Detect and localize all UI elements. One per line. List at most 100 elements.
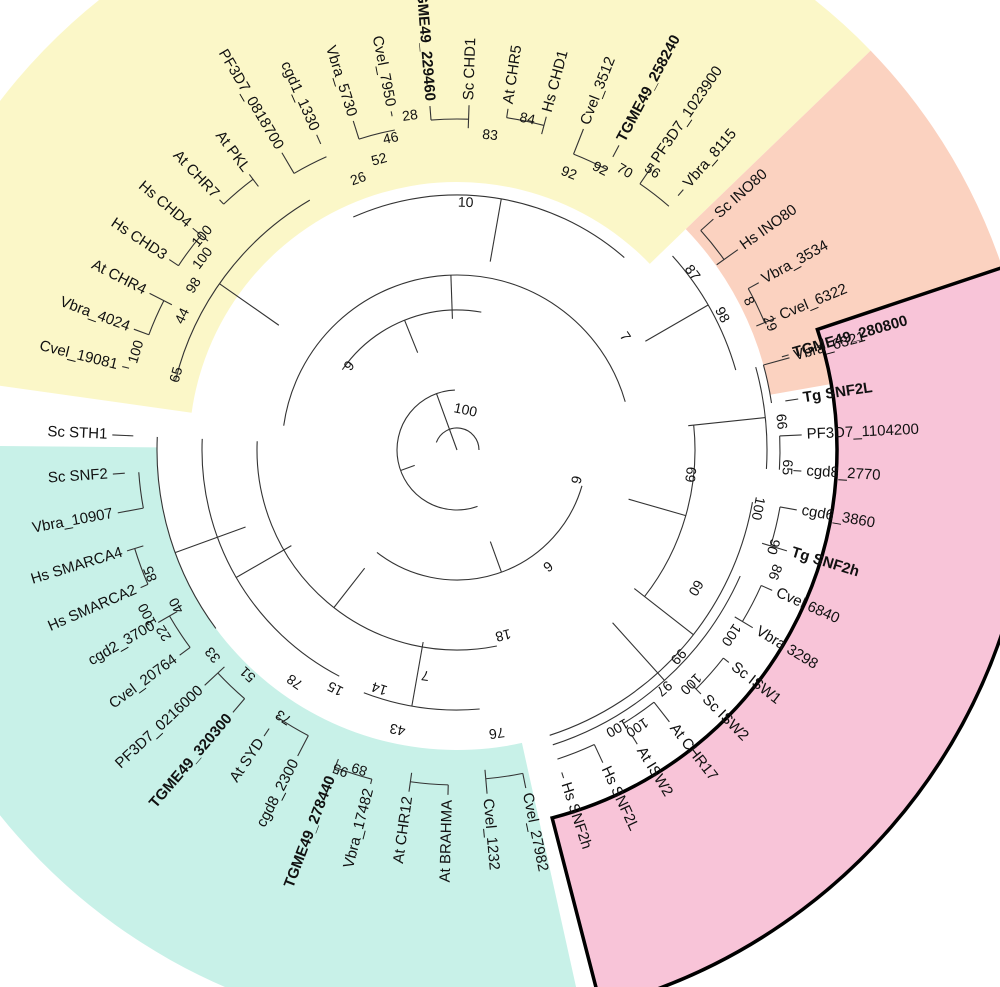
node-stem-0 (688, 417, 766, 427)
bootstrap-value-49: 100 (677, 670, 705, 698)
leaf-branch (677, 189, 684, 197)
bootstrap-value-36: 28 (401, 106, 419, 124)
node-arc-4 (283, 274, 626, 426)
leaf-branch (179, 647, 191, 656)
bootstrap-value-0: 100 (452, 399, 478, 420)
bootstrap-value-51: 22 (152, 622, 174, 644)
node-stem-12 (235, 545, 292, 578)
node-stem-3 (333, 567, 366, 608)
leaf-label-16: At BRAHMA (437, 800, 456, 883)
node-stem-2 (628, 498, 686, 517)
leaf-branch (297, 735, 309, 757)
leaf-branch (192, 227, 209, 242)
node-arc-8 (175, 199, 311, 380)
tip-arc-52 (747, 288, 766, 323)
leaf-branch (522, 773, 527, 789)
tip-arc-32 (148, 300, 165, 335)
leaf-branch (316, 134, 322, 145)
bootstrap-value-19: 100 (749, 496, 769, 522)
tip-arc-6 (741, 585, 762, 622)
leaf-label-2: PF3D7_1104200 (806, 421, 919, 443)
tip-arc-38 (293, 156, 327, 174)
bootstrap-value-12: 76 (488, 725, 506, 743)
leaf-branch (112, 472, 125, 475)
tip-arc-20 (276, 716, 309, 737)
bootstrap-value-14: 65 (166, 365, 186, 384)
leaf-branch (204, 666, 225, 686)
node-stem-11 (411, 641, 424, 707)
bootstrap-value-50: 100 (603, 715, 631, 741)
leaf-label-30: Sc STH1 (47, 423, 108, 443)
tip-arc-2 (778, 435, 781, 470)
node-stem-8 (219, 283, 280, 326)
leaf-branch (631, 734, 638, 745)
leaf-label-29: Sc SNF2 (47, 465, 108, 486)
bootstrap-value-39: 92 (590, 158, 611, 179)
node-stem-13 (612, 622, 665, 681)
bootstrap-value-45: 65 (779, 459, 796, 476)
leaf-branch (541, 116, 547, 135)
node-stem-10 (404, 319, 419, 353)
leaf-branch (232, 698, 246, 713)
node-stem-5 (489, 541, 502, 573)
tip-arc-24 (169, 615, 191, 648)
leaf-branch (763, 357, 790, 366)
tip-arc-4 (770, 506, 781, 547)
node-arc-13 (552, 575, 741, 746)
tree-branches (112, 105, 802, 795)
tip-arc-34 (178, 234, 202, 266)
tip-arc-42 (430, 118, 469, 121)
leaf-branch (779, 506, 797, 511)
node-arc-14 (156, 436, 217, 629)
leaf-branch (332, 758, 339, 773)
bootstrap-value-5: 18 (494, 626, 513, 645)
leaf-branch (263, 728, 270, 737)
leaf-branch (117, 507, 144, 514)
leaf-branch (219, 199, 225, 205)
tip-arc-22 (217, 672, 245, 700)
root-arc (435, 427, 480, 451)
bootstrap-value-35: 46 (381, 128, 400, 147)
leaf-branch (390, 111, 393, 117)
bootstrap-value-17: 87 (682, 261, 704, 283)
bootstrap-value-40: 70 (614, 159, 636, 181)
root-stem (435, 393, 458, 451)
leaf-branch (639, 165, 653, 185)
bootstrap-value-43: 29 (760, 313, 781, 334)
bootstrap-value-27: 40 (165, 595, 187, 617)
leaf-branch (370, 779, 373, 785)
bootstrap-value-38: 84 (518, 109, 537, 128)
bootstrap-value-10: 14 (369, 679, 389, 699)
leaf-branch (612, 145, 620, 158)
bootstrap-value-20: 99 (668, 646, 690, 668)
bootstrap-value-13: 15 (324, 678, 345, 699)
bootstrap-value-28: 85 (139, 564, 160, 585)
sector-iswi (550, 266, 1000, 987)
leaf-branch (716, 249, 739, 266)
node-arc-1 (549, 501, 753, 736)
leaf-branch (484, 769, 488, 794)
tip-arc-10 (623, 701, 655, 724)
tip-arc-0 (762, 364, 773, 404)
leaf-branch (149, 292, 173, 306)
tip-arc-36 (223, 178, 254, 205)
bootstrap-value-54: 89 (349, 760, 369, 780)
leaf-branch (593, 744, 604, 763)
node-stem-6 (400, 464, 415, 472)
bootstrap-value-48: 100 (718, 621, 744, 649)
leaf-branch (689, 682, 702, 695)
bootstrap-value-46: 90 (764, 537, 784, 557)
leaf-branch (133, 328, 150, 336)
leaf-branch (723, 657, 730, 663)
node-arc-10 (341, 309, 482, 371)
leaf-branch (781, 354, 789, 358)
leaf-branch (756, 317, 776, 327)
leaf-branch (734, 616, 754, 629)
leaf-branch (760, 584, 773, 591)
leaf-branch (281, 152, 295, 174)
bootstrap-value-37: 83 (482, 126, 499, 144)
leaf-branch (169, 259, 179, 267)
